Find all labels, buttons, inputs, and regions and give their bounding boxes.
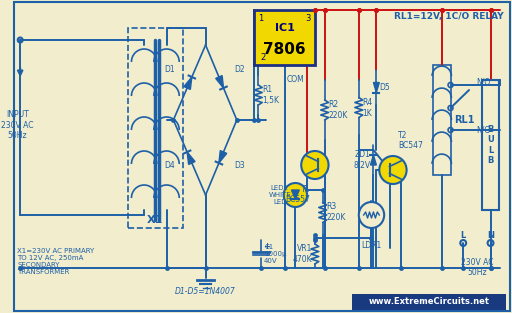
Text: N: N (487, 230, 494, 239)
Text: B
U
L
B: B U L B (487, 125, 494, 165)
Text: INPUT
230V AC
50Hz: INPUT 230V AC 50Hz (1, 110, 33, 140)
Bar (482, 80, 499, 210)
Polygon shape (371, 155, 376, 165)
Polygon shape (187, 152, 195, 164)
Text: RL1: RL1 (455, 115, 475, 125)
Text: 2: 2 (260, 53, 266, 62)
FancyBboxPatch shape (352, 294, 506, 310)
Text: D4: D4 (164, 161, 175, 170)
Polygon shape (219, 151, 227, 163)
Text: IC1: IC1 (275, 23, 294, 33)
Bar (254, 10, 315, 65)
Text: VR1
470K: VR1 470K (292, 244, 312, 264)
Text: 7806: 7806 (263, 43, 306, 58)
Text: www.ExtremeCircuits.net: www.ExtremeCircuits.net (369, 297, 489, 306)
Text: 1: 1 (258, 14, 264, 23)
Text: +: + (263, 242, 270, 251)
Text: N/O: N/O (476, 78, 490, 86)
Text: D1-D5=1N4007: D1-D5=1N4007 (175, 287, 236, 296)
Circle shape (284, 183, 307, 207)
Text: X1=230V AC PRIMARY
TO 12V AC, 250mA
SECONDARY
TRANSFORMER: X1=230V AC PRIMARY TO 12V AC, 250mA SECO… (17, 248, 95, 275)
Text: R1
1,5K: R1 1,5K (262, 85, 279, 105)
Polygon shape (291, 190, 300, 199)
Text: D1: D1 (165, 65, 175, 74)
Circle shape (379, 156, 407, 184)
Text: R3
220K: R3 220K (327, 202, 346, 222)
Text: T1
BC557: T1 BC557 (285, 185, 310, 204)
Text: COM: COM (287, 74, 304, 84)
Text: D2: D2 (234, 65, 245, 74)
Text: LED1
WHITE
LED: LED1 WHITE LED (268, 185, 291, 205)
Text: L: L (461, 230, 466, 239)
Text: X1: X1 (147, 215, 163, 225)
Circle shape (301, 151, 329, 179)
Text: 230V AC
50Hz: 230V AC 50Hz (461, 258, 493, 277)
Bar (433, 65, 451, 175)
Text: N/C: N/C (476, 126, 489, 135)
Text: RL1=12V, 1C/O RELAY: RL1=12V, 1C/O RELAY (394, 12, 503, 21)
Polygon shape (216, 75, 224, 88)
Text: ZD1
8.2V: ZD1 8.2V (353, 150, 371, 170)
Text: R4
1K: R4 1K (362, 98, 373, 118)
Text: R2
220K: R2 220K (329, 100, 348, 120)
Text: 3: 3 (306, 14, 311, 23)
Text: T2
BC547: T2 BC547 (398, 131, 423, 150)
Text: D5: D5 (379, 83, 390, 91)
Polygon shape (373, 83, 379, 93)
Text: C1
1000µ
40V: C1 1000µ 40V (264, 244, 287, 264)
Bar (127, 28, 183, 228)
Text: LDR1: LDR1 (361, 241, 381, 250)
Circle shape (359, 202, 384, 228)
Text: D3: D3 (234, 161, 245, 170)
Polygon shape (184, 77, 192, 90)
